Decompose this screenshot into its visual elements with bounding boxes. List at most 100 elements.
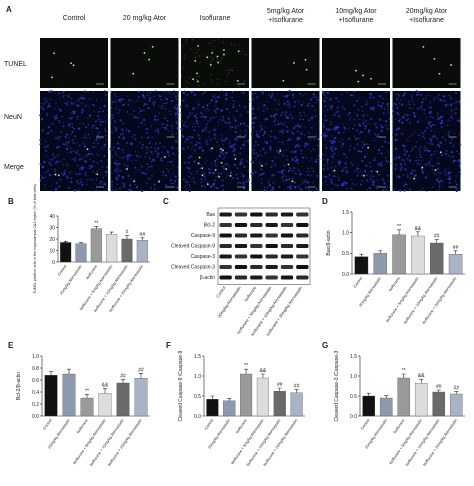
nucleus <box>323 132 325 134</box>
nucleus <box>411 95 413 98</box>
nucleus <box>394 167 397 171</box>
nucleus <box>216 165 218 167</box>
micrograph <box>250 140 320 192</box>
y-axis-label: TUNEL positive cells in the hippocampal … <box>33 184 37 294</box>
nucleus <box>459 173 462 175</box>
nucleus <box>111 183 114 186</box>
nucleus <box>149 186 152 189</box>
nucleus <box>294 150 297 153</box>
nucleus <box>381 145 384 148</box>
nucleus <box>101 180 103 183</box>
nucleus <box>148 99 151 102</box>
y-tick-label: 1.0 <box>342 230 349 236</box>
nucleus <box>116 142 119 145</box>
nucleus <box>84 160 88 163</box>
nucleus <box>311 98 313 100</box>
nucleus <box>140 121 143 125</box>
nucleus <box>373 159 376 162</box>
tunel-cell <box>206 56 209 59</box>
nucleus <box>296 130 299 133</box>
nucleus <box>208 167 211 170</box>
nucleus <box>213 109 216 112</box>
nucleus <box>400 99 402 101</box>
nucleus <box>93 124 95 127</box>
nucleus <box>225 176 228 179</box>
nucleus <box>271 188 275 191</box>
nucleus <box>283 95 285 97</box>
band <box>265 244 278 248</box>
nucleus <box>407 104 409 106</box>
nucleus <box>252 148 255 152</box>
nucleus <box>182 91 185 95</box>
nucleus <box>169 182 172 185</box>
nucleus <box>239 122 242 126</box>
nucleus <box>388 118 391 120</box>
band <box>219 223 232 227</box>
bar <box>392 234 406 275</box>
tunel-cell <box>201 174 204 177</box>
nucleus <box>126 158 129 161</box>
panel-label: B <box>8 197 14 206</box>
nucleus <box>79 97 82 100</box>
nucleus <box>458 100 461 103</box>
nucleus <box>448 131 451 133</box>
nucleus <box>150 146 152 149</box>
micrograph <box>40 38 108 88</box>
nucleus <box>282 154 285 157</box>
nucleus <box>145 127 148 130</box>
nucleus <box>383 119 385 122</box>
nucleus <box>114 151 117 154</box>
nucleus <box>115 168 117 170</box>
nucleus <box>302 118 305 121</box>
nucleus <box>151 136 153 138</box>
nucleus <box>99 123 102 126</box>
tunel-bg <box>234 44 236 46</box>
nucleus <box>47 132 50 135</box>
nucleus <box>337 116 340 118</box>
nucleus <box>165 129 168 131</box>
nucleus <box>94 120 97 123</box>
nucleus <box>408 118 410 120</box>
nucleus <box>55 146 59 149</box>
nucleus <box>83 159 86 162</box>
nucleus <box>406 183 408 185</box>
nucleus <box>151 152 154 155</box>
nucleus <box>122 148 124 151</box>
nucleus <box>304 186 307 189</box>
nucleus <box>175 97 178 100</box>
nucleus <box>420 104 423 107</box>
tunel-cell <box>197 45 200 47</box>
nucleus <box>282 180 285 182</box>
nucleus <box>135 116 138 119</box>
nucleus <box>274 124 277 126</box>
y-tick-label: 20 <box>49 237 55 243</box>
nucleus <box>453 102 455 105</box>
nucleus <box>331 135 333 137</box>
nucleus <box>245 132 247 134</box>
nucleus <box>306 143 309 146</box>
nucleus <box>380 164 383 167</box>
nucleus <box>57 154 59 157</box>
nucleus <box>303 101 305 104</box>
nucleus <box>221 90 223 92</box>
nucleus <box>224 121 227 124</box>
nucleus <box>330 123 332 126</box>
nucleus <box>374 170 377 172</box>
tunel-cell <box>439 151 442 154</box>
nucleus <box>274 137 278 140</box>
nucleus <box>146 132 148 134</box>
nucleus <box>212 95 215 98</box>
nucleus <box>103 90 106 92</box>
nucleus <box>293 186 297 189</box>
nucleus <box>326 109 329 112</box>
x-tick-label: Control <box>57 264 67 276</box>
nucleus <box>143 96 146 99</box>
nucleus <box>421 108 423 111</box>
nucleus <box>77 182 80 185</box>
error-bar <box>85 394 89 398</box>
nucleus <box>422 98 425 100</box>
nucleus <box>189 155 192 158</box>
nucleus <box>455 107 457 110</box>
nucleus <box>206 143 209 146</box>
nucleus <box>113 126 116 128</box>
